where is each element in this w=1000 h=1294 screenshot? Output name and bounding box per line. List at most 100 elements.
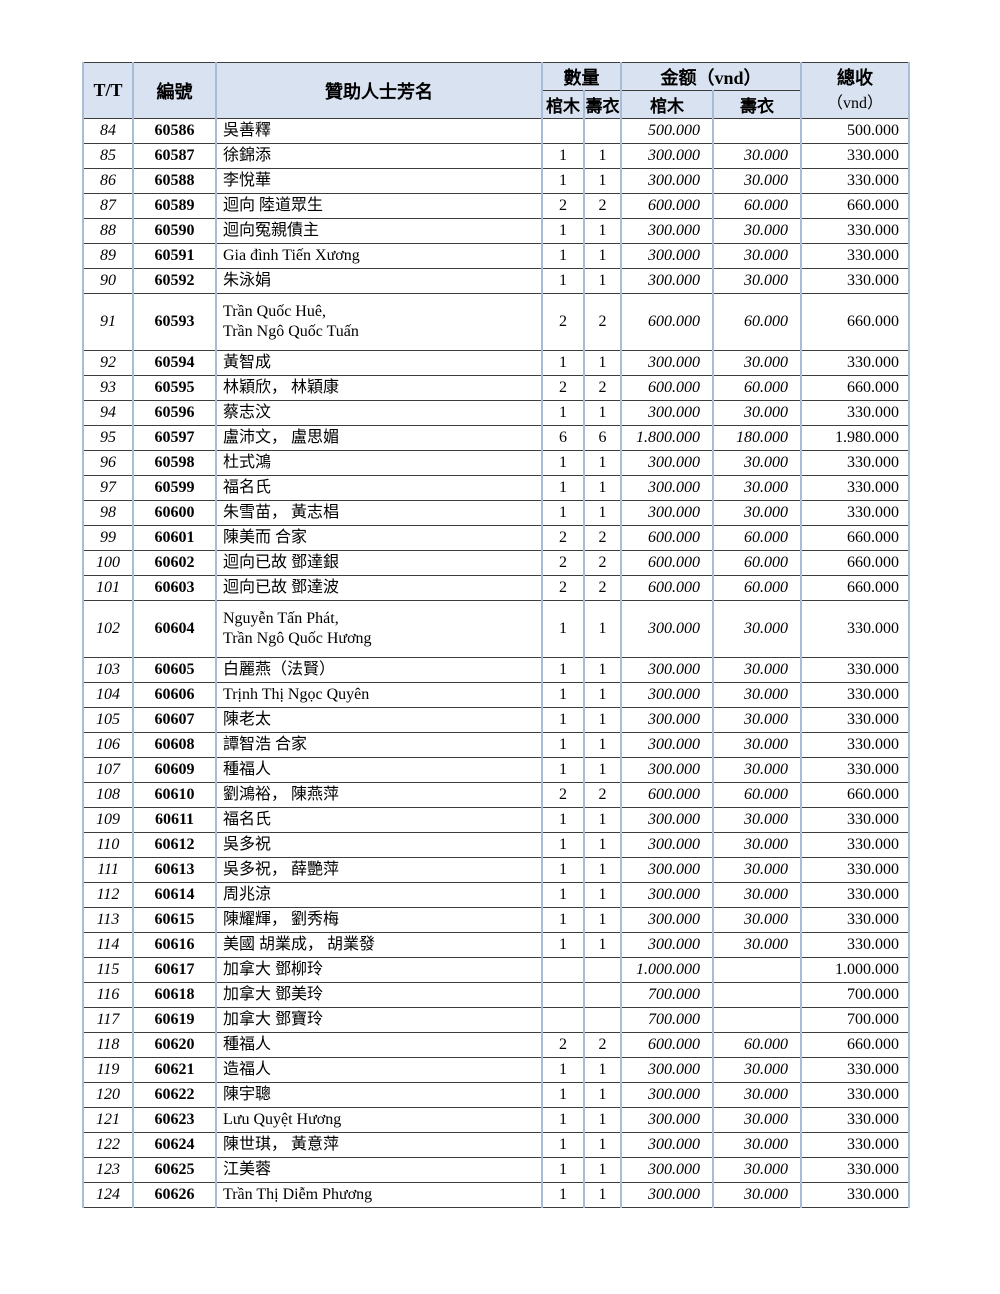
donor-name: 周兆涼 [215,882,543,908]
row-index: 100 [82,550,134,576]
donor-name: Trần Thị Diễm Phương [215,1182,543,1208]
donor-name: 白麗燕（法賢） [215,657,543,683]
shroud-qty: 1 [583,450,622,476]
coffin-qty: 2 [541,525,585,551]
row-index: 95 [82,425,134,451]
donor-name: 蔡志汶 [215,400,543,426]
row-index: 85 [82,143,134,169]
shroud-qty: 1 [583,1182,622,1208]
donor-id: 60597 [132,425,217,451]
coffin-amount: 300.000 [620,1107,714,1133]
coffin-amount: 600.000 [620,193,714,219]
shroud-amount: 30.000 [712,657,802,683]
coffin-amount: 300.000 [620,932,714,958]
row-index: 96 [82,450,134,476]
table-row: 84 60586 吳善釋 500.000 500.000 [82,118,910,144]
row-index: 101 [82,575,134,601]
coffin-amount: 1.800.000 [620,425,714,451]
row-index: 109 [82,807,134,833]
donor-id: 60596 [132,400,217,426]
shroud-amount: 30.000 [712,475,802,501]
header-amt-shroud: 壽衣 [712,90,802,119]
donor-id: 60619 [132,1007,217,1033]
total-amount: 330.000 [800,500,910,526]
shroud-qty: 1 [583,143,622,169]
shroud-qty [583,118,622,144]
coffin-qty: 1 [541,832,585,858]
donor-id: 60612 [132,832,217,858]
total-amount: 330.000 [800,832,910,858]
shroud-qty [583,1007,622,1033]
total-amount: 330.000 [800,218,910,244]
coffin-amount: 300.000 [620,218,714,244]
total-amount: 660.000 [800,293,910,351]
row-index: 116 [82,982,134,1008]
header-total-line2: （vnd） [826,95,883,113]
coffin-qty: 1 [541,600,585,658]
table-row: 95 60597 盧沛文， 盧思媚 6 6 1.800.000 180.000 1.980.0… [82,425,910,451]
row-index: 110 [82,832,134,858]
row-index: 124 [82,1182,134,1208]
coffin-qty: 1 [541,243,585,269]
shroud-amount [712,982,802,1008]
table-row: 113 60615 陳耀輝， 劉秀梅 1 1 300.000 30.000 330.000 [82,907,910,933]
donor-id: 60592 [132,268,217,294]
table-row: 101 60603 迴向已故 鄧達波 2 2 600.000 60.000 660.000 [82,575,910,601]
donor-name: 種福人 [215,1032,543,1058]
coffin-amount: 300.000 [620,500,714,526]
total-amount: 1.980.000 [800,425,910,451]
donor-id: 60617 [132,957,217,983]
donor-id: 60602 [132,550,217,576]
shroud-qty: 1 [583,832,622,858]
donor-name: 陳耀輝， 劉秀梅 [215,907,543,933]
shroud-qty: 1 [583,243,622,269]
coffin-qty: 1 [541,168,585,194]
table-row: 124 60626 Trần Thị Diễm Phương 1 1 300.000 30.… [82,1182,910,1208]
row-index: 87 [82,193,134,219]
coffin-qty: 1 [541,682,585,708]
shroud-amount: 30.000 [712,1082,802,1108]
total-amount: 330.000 [800,1082,910,1108]
shroud-amount: 30.000 [712,832,802,858]
row-index: 104 [82,682,134,708]
row-index: 88 [82,218,134,244]
coffin-amount: 300.000 [620,475,714,501]
total-amount: 330.000 [800,857,910,883]
coffin-qty: 1 [541,907,585,933]
header-qty-shroud: 壽衣 [583,90,622,119]
total-amount: 330.000 [800,907,910,933]
coffin-amount: 300.000 [620,143,714,169]
coffin-amount: 300.000 [620,857,714,883]
row-index: 106 [82,732,134,758]
shroud-amount: 60.000 [712,782,802,808]
donor-id: 60607 [132,707,217,733]
coffin-qty: 6 [541,425,585,451]
shroud-qty: 2 [583,293,622,351]
donor-id: 60608 [132,732,217,758]
row-index: 111 [82,857,134,883]
table-row: 88 60590 迴向冤親債主 1 1 300.000 30.000 330.000 [82,218,910,244]
coffin-qty: 1 [541,757,585,783]
coffin-qty [541,982,585,1008]
table-row: 108 60610 劉鴻裕， 陳燕萍 2 2 600.000 60.000 660.000 [82,782,910,808]
donor-id: 60626 [132,1182,217,1208]
row-index: 122 [82,1132,134,1158]
coffin-qty: 1 [541,143,585,169]
shroud-qty: 1 [583,657,622,683]
coffin-amount: 300.000 [620,732,714,758]
donor-id: 60601 [132,525,217,551]
total-amount: 330.000 [800,168,910,194]
donor-id: 60625 [132,1157,217,1183]
total-amount: 660.000 [800,782,910,808]
donor-id: 60622 [132,1082,217,1108]
coffin-qty: 1 [541,1107,585,1133]
total-amount: 330.000 [800,1157,910,1183]
total-amount: 330.000 [800,757,910,783]
shroud-qty: 1 [583,707,622,733]
donor-name: 迴向 陸道眾生 [215,193,543,219]
donor-id: 60605 [132,657,217,683]
table-row: 122 60624 陳世琪， 黃意萍 1 1 300.000 30.000 330.000 [82,1132,910,1158]
donor-name: 迴向已故 鄧達銀 [215,550,543,576]
coffin-qty: 1 [541,1157,585,1183]
donor-id: 60598 [132,450,217,476]
